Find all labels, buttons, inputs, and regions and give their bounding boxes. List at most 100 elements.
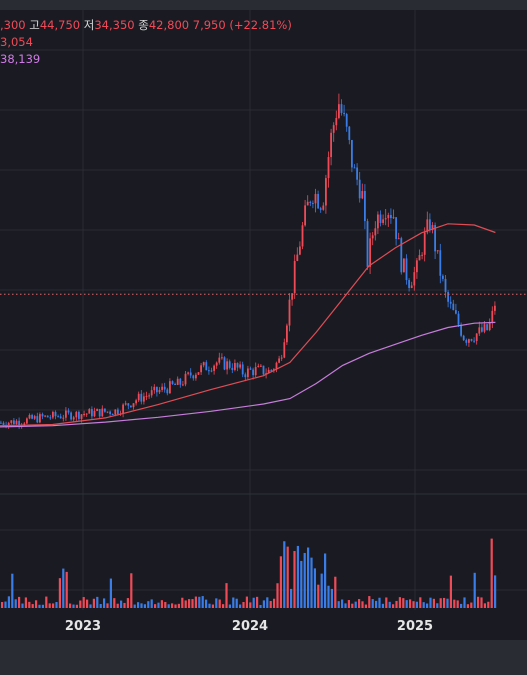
candle-body <box>241 364 244 375</box>
candle-body <box>392 217 395 219</box>
volume-bar <box>194 596 197 608</box>
candle-body <box>260 365 262 367</box>
volume-bar <box>269 601 272 608</box>
volume-bar <box>436 603 439 608</box>
candle-body <box>270 369 273 371</box>
volume-bar <box>259 604 262 608</box>
candle-body <box>104 408 106 412</box>
volume-bar <box>364 604 367 608</box>
volume-bar <box>494 575 497 608</box>
candle-body <box>358 179 361 199</box>
volume-bar <box>174 604 177 608</box>
volume-bar <box>344 603 347 608</box>
volume-bar <box>4 601 7 608</box>
volume-bar <box>392 604 395 608</box>
candle-body <box>442 275 444 279</box>
candle-body <box>275 362 278 370</box>
candle-body <box>111 413 114 415</box>
candle-body <box>39 414 41 423</box>
volume-bar <box>41 604 44 608</box>
volume-bar <box>58 578 61 608</box>
candle-body <box>452 303 455 311</box>
candle-body <box>98 409 101 417</box>
volume-bar <box>205 599 208 608</box>
change-value: 7,950 (+22.81%) <box>192 18 292 32</box>
volume-bar <box>361 601 364 608</box>
volume-bars <box>1 538 497 608</box>
candle-body <box>62 417 65 419</box>
candle-body <box>439 250 442 276</box>
candle-body <box>215 362 218 366</box>
candle-body <box>18 420 20 426</box>
candle-body <box>132 403 135 408</box>
volume-bar <box>137 602 140 608</box>
candle-body <box>473 340 475 342</box>
candle-body <box>491 310 494 323</box>
volume-bar <box>276 583 279 608</box>
volume-bar <box>330 588 333 608</box>
candle-body <box>234 363 236 370</box>
candle-body <box>382 219 384 223</box>
candle-body <box>395 217 397 239</box>
candle-body <box>314 193 317 204</box>
close-label: 종 <box>138 18 149 32</box>
volume-bar <box>38 604 41 608</box>
candle-body <box>371 235 374 239</box>
candle-body <box>486 324 488 331</box>
volume-bar <box>460 603 463 608</box>
volume-bar <box>184 600 187 608</box>
volume-bar <box>388 601 391 608</box>
volume-bar <box>31 604 34 608</box>
candle-body <box>244 374 247 378</box>
candle-body <box>210 370 213 372</box>
volume-bar <box>55 602 58 608</box>
candle-body <box>257 365 260 368</box>
candle-body <box>54 411 57 417</box>
candle-body <box>405 258 408 281</box>
candle-body <box>36 416 39 423</box>
candle-body <box>390 214 392 219</box>
candle-body <box>410 285 413 288</box>
volume-bar <box>375 600 378 608</box>
volume-bar <box>487 601 490 608</box>
volume-bar <box>412 601 415 608</box>
volume-bar <box>415 601 418 608</box>
volume-bar <box>177 603 180 608</box>
candle-body <box>205 362 208 371</box>
volume-bar <box>307 547 310 608</box>
candle-body <box>291 293 293 300</box>
candle-body <box>0 422 2 424</box>
volume-bar <box>477 596 480 608</box>
candle-body <box>228 361 231 368</box>
candle-body <box>96 409 98 411</box>
candle-body <box>423 232 426 255</box>
x-axis-labels: 2023 2024 2025 <box>65 619 433 634</box>
candle-body <box>330 132 332 158</box>
candle-body <box>343 112 345 115</box>
price-chart[interactable]: 2023 2024 2025 <box>0 10 527 640</box>
volume-bar <box>368 596 371 608</box>
low-label: 저 <box>83 18 95 32</box>
volume-bar <box>293 551 296 608</box>
ma2-line <box>0 321 496 428</box>
candle-body <box>254 367 257 376</box>
candle-body <box>384 218 387 220</box>
volume-bar <box>201 596 204 608</box>
candle-body <box>70 412 72 420</box>
candle-body <box>31 414 33 419</box>
volume-bar <box>232 597 235 608</box>
volume-bar <box>245 596 248 608</box>
volume-bar <box>164 601 167 608</box>
volume-bar <box>239 604 242 608</box>
candle-body <box>247 368 249 378</box>
candle-body <box>197 372 200 375</box>
candle-body <box>158 389 161 393</box>
volume-bar <box>215 598 218 608</box>
candle-body <box>351 139 353 168</box>
candle-body <box>28 414 31 419</box>
volume-bar <box>82 597 85 608</box>
candle-body <box>179 378 182 385</box>
volume-bar <box>313 568 316 608</box>
candle-body <box>166 389 169 394</box>
candle-body <box>226 361 228 370</box>
